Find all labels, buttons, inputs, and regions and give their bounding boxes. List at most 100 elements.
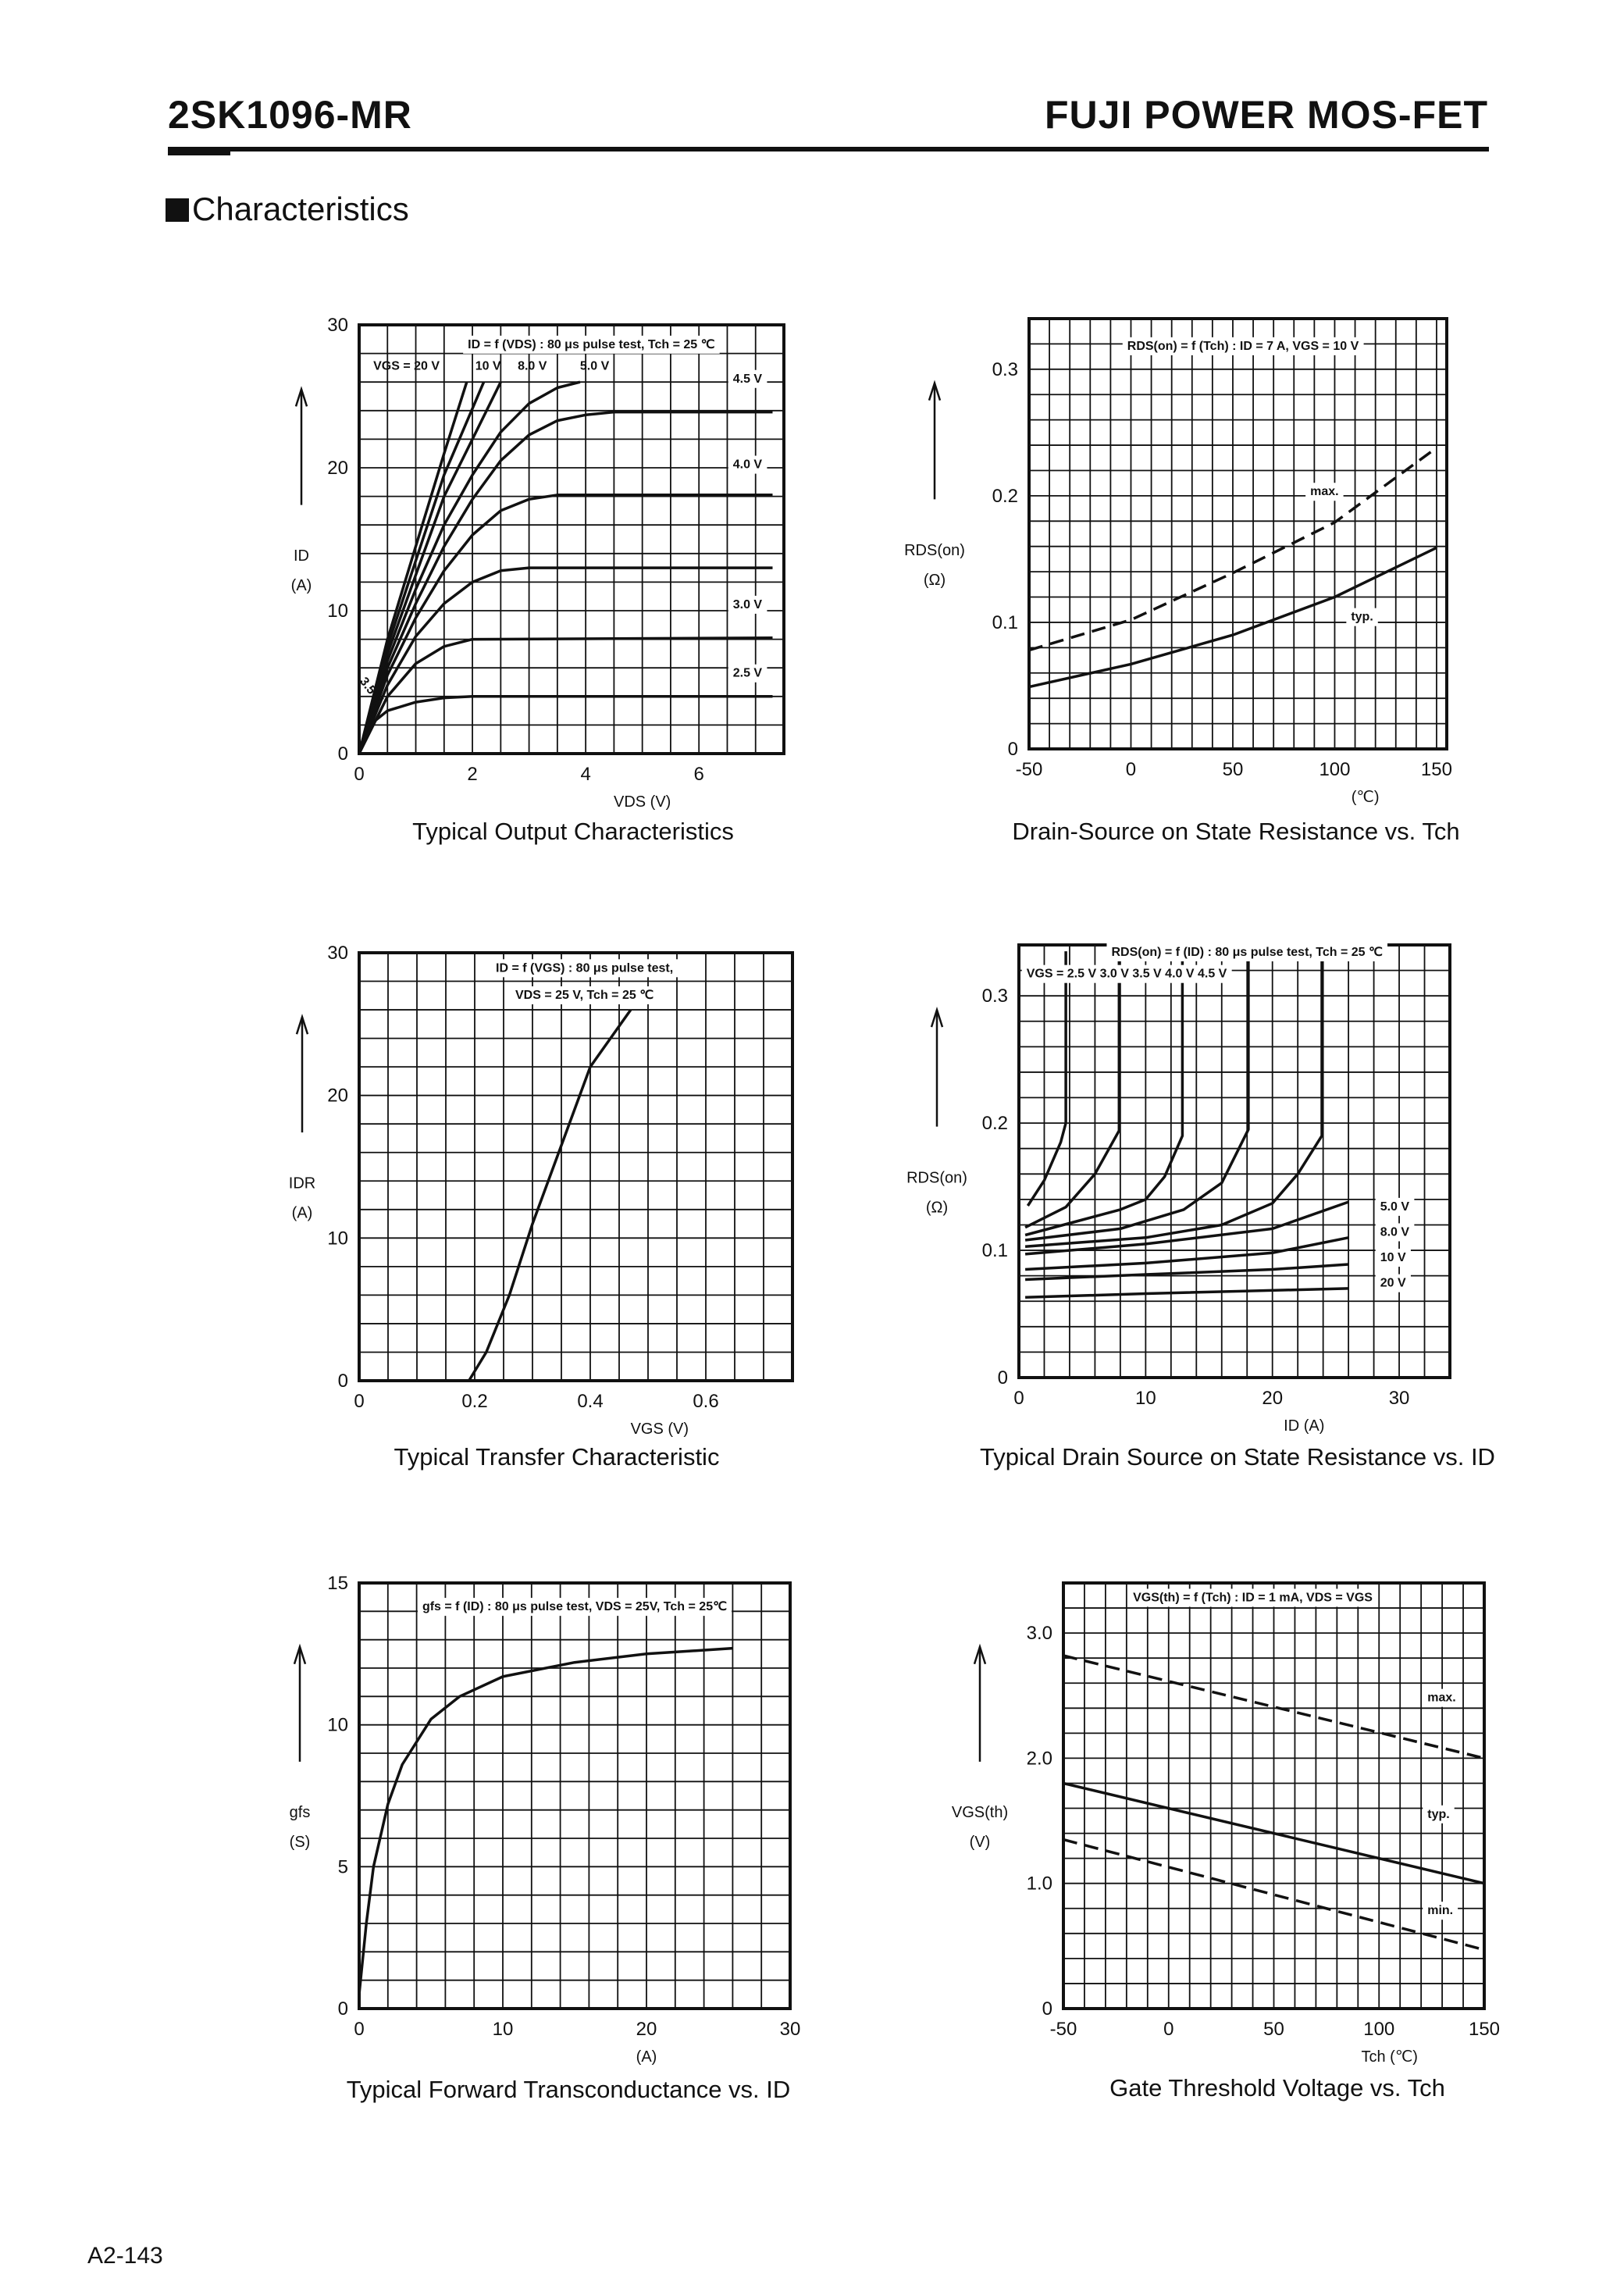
y-axis-unit: (S) bbox=[290, 1834, 311, 1851]
chart-1: ID = f (VDS) : 80 μs pulse test, Tch = 2… bbox=[291, 315, 785, 845]
arrow-head-icon bbox=[293, 1643, 307, 1665]
y-tick-label: 0 bbox=[1008, 739, 1018, 760]
series-line-1 bbox=[358, 1646, 733, 1995]
y-tick-label: 15 bbox=[327, 1573, 348, 1594]
chart-annotation: 5.0 V bbox=[580, 359, 610, 373]
series-line-max bbox=[1063, 1654, 1485, 1760]
chart-5: gfs = f (ID) : 80 μs pulse test, VDS = 2… bbox=[290, 1573, 801, 2103]
annotation-background bbox=[1423, 1902, 1458, 1920]
annotation-background bbox=[728, 664, 767, 683]
arrow-head-icon bbox=[973, 1643, 987, 1665]
x-tick-label: 0 bbox=[354, 1391, 364, 1412]
y-tick-label: 0 bbox=[998, 1367, 1008, 1389]
y-tick-label: 1.0 bbox=[1027, 1873, 1052, 1895]
arrow-head-icon bbox=[930, 1006, 944, 1028]
x-tick-label: 0.4 bbox=[577, 1391, 603, 1412]
header-rule-accent bbox=[168, 152, 230, 155]
x-tick-label: 20 bbox=[636, 2019, 657, 2040]
annotation-background bbox=[728, 369, 767, 388]
series-line-5-0-v bbox=[1024, 1200, 1349, 1256]
chart-annotation: 2.5 V bbox=[733, 667, 763, 680]
chart-annotation: ID = f (VGS) : 80 μs pulse test, bbox=[496, 961, 673, 975]
annotation-background bbox=[1122, 337, 1364, 355]
x-axis-label: Tch (℃) bbox=[1361, 2048, 1417, 2066]
series-line-8-0-v bbox=[1025, 1236, 1349, 1271]
chart-annotation: gfs = f (ID) : 80 μs pulse test, VDS = 2… bbox=[422, 1600, 727, 1613]
chart-annotation: 4.0 V bbox=[733, 458, 763, 472]
series-line-min bbox=[1063, 1838, 1485, 1952]
y-axis-unit: (A) bbox=[292, 1204, 313, 1221]
series-line-4-0-v bbox=[1024, 951, 1250, 1242]
product-line: FUJI POWER MOS-FET bbox=[1045, 93, 1488, 137]
y-tick-label: 0.2 bbox=[992, 486, 1018, 507]
y-axis-label: VGS(th) bbox=[952, 1804, 1008, 1821]
chart-annotation: 3.0 V bbox=[733, 598, 763, 611]
x-axis-label: (A) bbox=[636, 2048, 657, 2066]
chart-annotation: 4.5 V bbox=[733, 373, 763, 386]
x-tick-label: 100 bbox=[1319, 759, 1350, 780]
grid bbox=[1019, 945, 1450, 1378]
series-line-3-0-v bbox=[358, 636, 773, 754]
series-line-max bbox=[1028, 446, 1438, 652]
x-tick-label: -50 bbox=[1050, 2019, 1077, 2040]
series-line-2-5-v bbox=[1026, 951, 1067, 1207]
plot-frame bbox=[358, 323, 785, 755]
annotation-background bbox=[1128, 1588, 1378, 1607]
x-tick-label: 0.2 bbox=[461, 1391, 487, 1412]
series-line-20-v bbox=[1025, 1287, 1349, 1299]
section-title: Characteristics bbox=[192, 191, 409, 227]
chart-annotation: VGS(th) = f (Tch) : ID = 1 mA, VDS = VGS bbox=[1133, 1591, 1373, 1604]
arrow-head-icon bbox=[928, 380, 942, 401]
x-tick-label: 2 bbox=[467, 764, 477, 785]
square-bullet-icon bbox=[166, 198, 189, 222]
x-axis-label: ID (A) bbox=[1284, 1417, 1324, 1435]
y-tick-label: 0.3 bbox=[992, 359, 1018, 380]
x-tick-label: 6 bbox=[694, 764, 704, 785]
chart-4: RDS(on) = f (ID) : 80 μs pulse test, Tch… bbox=[906, 943, 1495, 1471]
y-axis-unit: (Ω) bbox=[924, 572, 946, 589]
y-tick-label: 2.0 bbox=[1027, 1748, 1052, 1769]
grid bbox=[359, 1583, 790, 2009]
annotation-background bbox=[417, 1598, 732, 1617]
y-tick-label: 5 bbox=[338, 1856, 348, 1877]
chart-annotation: max. bbox=[1427, 1692, 1455, 1705]
annotation-background bbox=[1375, 1249, 1411, 1267]
annotation-background bbox=[1375, 1223, 1415, 1242]
chart-annotation: 10 V bbox=[475, 359, 501, 373]
y-tick-label: 20 bbox=[327, 1086, 348, 1107]
annotation-background bbox=[1021, 964, 1232, 983]
plot-frame bbox=[1062, 1581, 1486, 2010]
annotation-background bbox=[1346, 608, 1378, 626]
plot-frame bbox=[358, 951, 794, 1382]
grid bbox=[1029, 319, 1447, 749]
chart-caption: Typical Output Characteristics bbox=[412, 818, 734, 845]
chart-6: VGS(th) = f (Tch) : ID = 1 mA, VDS = VGS… bbox=[952, 1581, 1500, 2102]
chart-caption: Typical Transfer Characteristic bbox=[394, 1443, 720, 1471]
x-tick-label: 10 bbox=[493, 2019, 514, 2040]
chart-3: ID = f (VGS) : 80 μs pulse test, VDS = 25… bbox=[289, 943, 794, 1471]
annotation-background bbox=[1375, 1197, 1415, 1216]
chart-annotation: 8.0 V bbox=[1380, 1225, 1410, 1239]
x-tick-label: 30 bbox=[780, 2019, 801, 2040]
chart-annotation: 10 V bbox=[1380, 1251, 1406, 1264]
chart-caption: Typical Forward Transconductance vs. ID bbox=[347, 2076, 791, 2103]
y-axis-label: RDS(on) bbox=[904, 542, 965, 559]
arrow-head-icon bbox=[294, 386, 308, 407]
part-number: 2SK1096-MR bbox=[168, 93, 412, 137]
series-line-4-0-v bbox=[358, 494, 773, 754]
x-axis-label: (℃) bbox=[1352, 789, 1380, 806]
x-tick-label: 10 bbox=[1135, 1388, 1156, 1409]
y-axis-label: IDR bbox=[289, 1175, 315, 1192]
chart-annotation: 20 V bbox=[1380, 1277, 1406, 1290]
annotation-background bbox=[463, 335, 720, 354]
y-tick-label: 20 bbox=[327, 458, 348, 479]
series-line-3-0-v bbox=[1024, 951, 1121, 1229]
annotation-background bbox=[511, 986, 659, 1005]
x-tick-label: 30 bbox=[1389, 1388, 1410, 1409]
annotation-background bbox=[728, 455, 767, 474]
y-tick-label: 0 bbox=[338, 743, 348, 765]
y-axis-unit: (V) bbox=[970, 1834, 991, 1851]
x-tick-label: 0 bbox=[354, 764, 364, 785]
x-tick-label: 20 bbox=[1262, 1388, 1283, 1409]
